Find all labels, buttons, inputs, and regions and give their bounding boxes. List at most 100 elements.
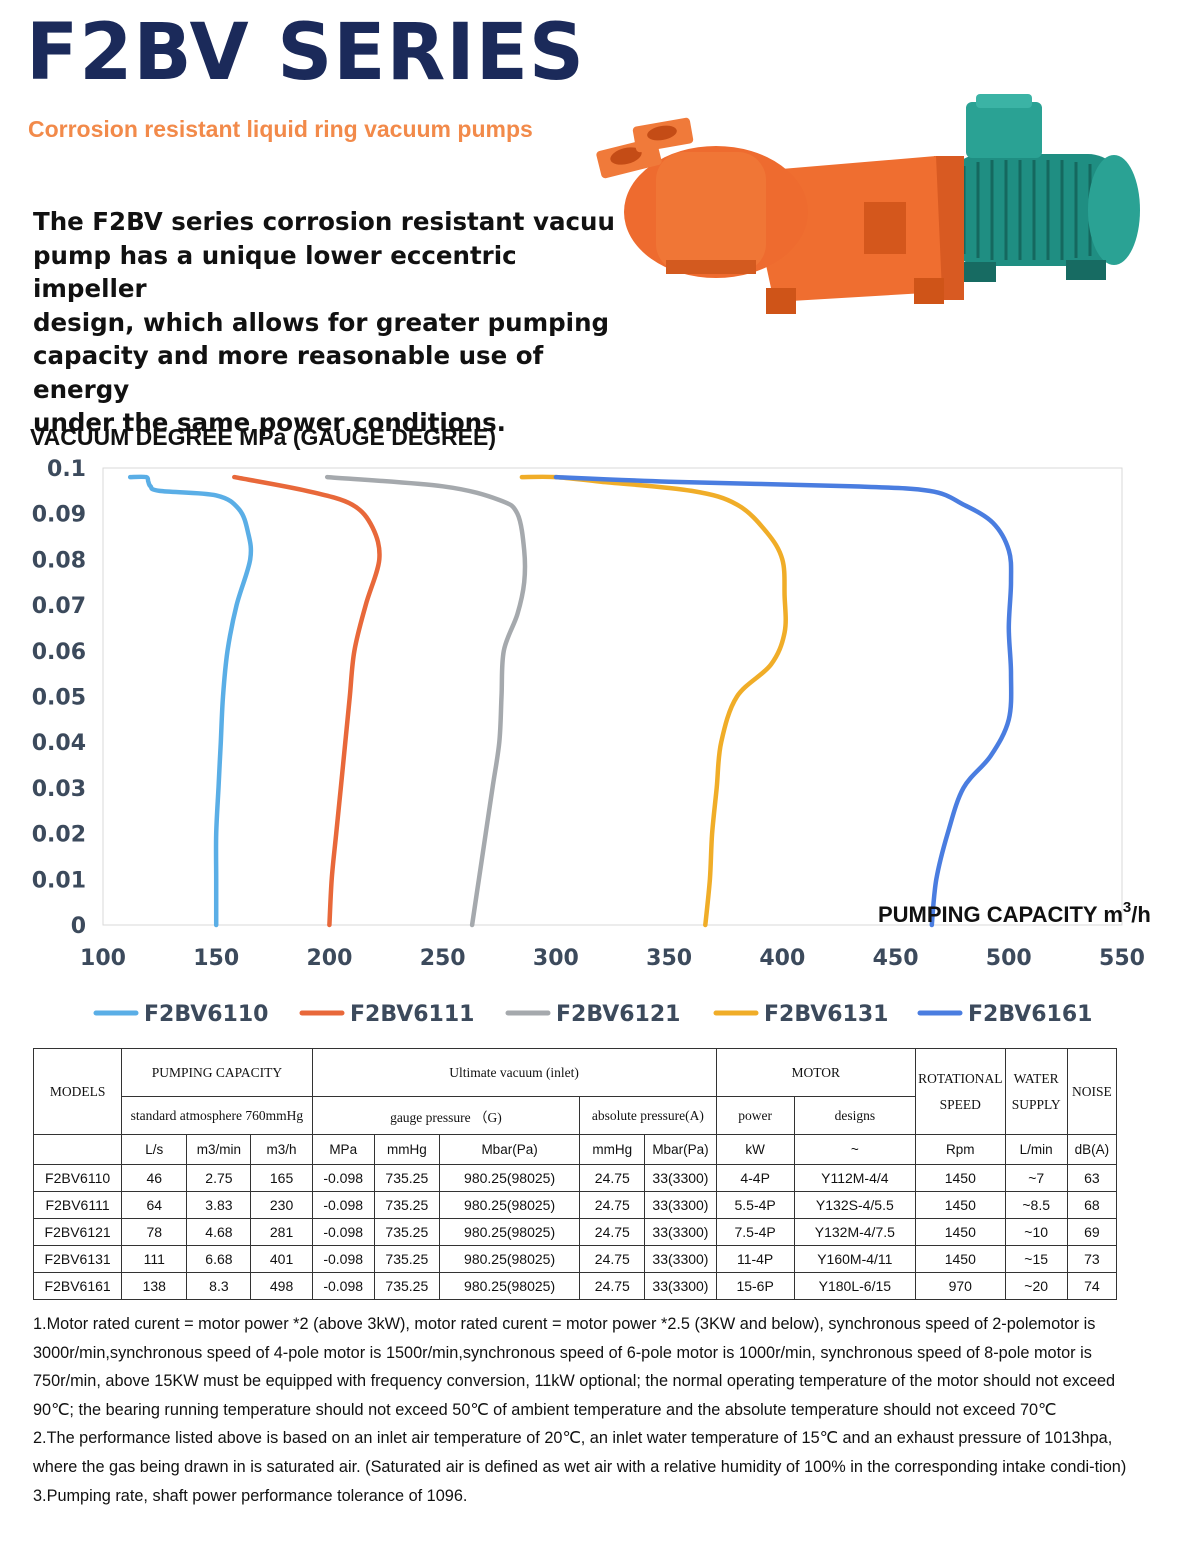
legend-item: F2BV6131 xyxy=(713,1002,888,1027)
table-cell: 73 xyxy=(1066,1245,1118,1273)
model-cell: F2BV6111 xyxy=(32,1191,123,1219)
unit-cell xyxy=(32,1134,123,1165)
y-tick-label: 0.04 xyxy=(32,731,86,756)
legend-item: F2BV6161 xyxy=(917,1002,1092,1027)
header-standard-atmosphere: standard atmosphere 760mmHg xyxy=(121,1096,313,1135)
table-cell: Y160M-4/11 xyxy=(793,1245,916,1273)
chart-canvas: VACUUM DEGREE MPa (GAUGE DEGREE) 0 0.01 0.… xyxy=(30,424,1151,1027)
intro-line: pump has a unique lower eccentric impell… xyxy=(33,240,517,304)
table-cell: 24.75 xyxy=(579,1245,646,1273)
table-row: F2BV6121 78 4.68 281 -0.098 735.25 980.25(9802… xyxy=(32,1218,1118,1246)
table-cell: ~7 xyxy=(1004,1164,1068,1192)
table-cell: 735.25 xyxy=(373,1191,440,1219)
intro-line: capacity and more reasonable use of ener… xyxy=(33,341,544,404)
unit-cell: m3/min xyxy=(186,1134,252,1165)
model-cell: F2BV6161 xyxy=(32,1272,123,1300)
y-tick-label: 0.09 xyxy=(32,503,86,528)
table-cell: 8.3 xyxy=(186,1272,252,1300)
table-cell: 78 xyxy=(121,1218,188,1246)
motor-fan-cover xyxy=(1088,155,1140,265)
unit-cell: mmHg xyxy=(373,1134,440,1165)
header-absolute-pressure: absolute pressure(A) xyxy=(579,1096,717,1135)
legend-item: F2BV6110 xyxy=(93,1002,268,1027)
table-cell: -0.098 xyxy=(311,1272,375,1300)
table-cell: 15-6P xyxy=(715,1272,795,1300)
table-cell: 11-4P xyxy=(715,1245,795,1273)
table-cell: 74 xyxy=(1066,1272,1118,1300)
plot-border xyxy=(102,467,1123,926)
table-cell: 281 xyxy=(250,1218,313,1246)
table-cell: -0.098 xyxy=(311,1218,375,1246)
unit-cell: L/s xyxy=(121,1134,188,1165)
header-water-line1: WATER xyxy=(1013,1070,1059,1086)
table-cell: 3.83 xyxy=(186,1191,252,1219)
unit-cell: m3/h xyxy=(250,1134,313,1165)
y-tick-label: 0.05 xyxy=(32,686,86,711)
header-gauge-pressure: gauge pressure （G) xyxy=(311,1096,581,1135)
x-tick-label: 550 xyxy=(1099,946,1145,971)
table-cell: 1450 xyxy=(914,1245,1006,1273)
x-tick-label: 200 xyxy=(306,946,352,971)
table-cell: 980.25(98025) xyxy=(438,1218,581,1246)
table-cell: 24.75 xyxy=(579,1218,646,1246)
intro-line: The F2BV series corrosion resistant vacu… xyxy=(33,207,615,236)
legend-label: F2BV6110 xyxy=(144,1002,268,1027)
header-ultimate-vacuum: Ultimate vacuum (inlet) xyxy=(311,1048,717,1097)
table-cell: 6.68 xyxy=(186,1245,252,1273)
table-cell: 33(3300) xyxy=(644,1164,717,1192)
units-row: L/s m3/min m3/h MPa mmHg Mbar(Pa) mmHg M… xyxy=(32,1134,1118,1165)
model-cell: F2BV6131 xyxy=(32,1245,123,1273)
x-tick-label: 500 xyxy=(986,946,1032,971)
series-line-f2bv6161 xyxy=(553,474,1014,928)
spec-table: MODELS PUMPING CAPACITY Ultimate vacuum … xyxy=(32,1048,1118,1300)
table-cell: 111 xyxy=(121,1245,188,1273)
series-lines xyxy=(127,474,1014,928)
intro-line: design, which allows for greater pumping xyxy=(33,307,610,337)
table-cell: 980.25(98025) xyxy=(438,1245,581,1273)
table-cell: 970 xyxy=(914,1272,1006,1300)
table-cell: 735.25 xyxy=(373,1218,440,1246)
table-cell: -0.098 xyxy=(311,1191,375,1219)
x-tick-label: 150 xyxy=(193,946,239,971)
y-tick-label: 0.01 xyxy=(32,868,86,893)
x-tick-label: 450 xyxy=(873,946,919,971)
table-cell: 735.25 xyxy=(373,1245,440,1273)
plot-frame xyxy=(102,467,1123,926)
header-pumping-capacity: PUMPING CAPACITY xyxy=(121,1048,313,1097)
legend-label: F2BV6161 xyxy=(968,1002,1092,1027)
table-cell: 24.75 xyxy=(579,1191,646,1219)
legend-item: F2BV6121 xyxy=(505,1002,680,1027)
table-cell: 980.25(98025) xyxy=(438,1272,581,1300)
model-cell: F2BV6121 xyxy=(32,1218,123,1246)
table-cell: 4-4P xyxy=(715,1164,795,1192)
series-line-f2bv6111 xyxy=(232,474,382,928)
unit-cell: Rpm xyxy=(914,1134,1006,1165)
header-motor: MOTOR xyxy=(715,1048,916,1097)
table-row: F2BV6110 46 2.75 165 -0.098 735.25 980.25(9802… xyxy=(32,1164,1118,1192)
chart-title: VACUUM DEGREE MPa (GAUGE DEGREE) xyxy=(30,424,496,450)
table-cell: 69 xyxy=(1066,1218,1118,1246)
unit-cell: L/min xyxy=(1004,1134,1068,1165)
x-axis-label-tail: /h xyxy=(1131,902,1151,927)
intro-line: under the same power conditions. xyxy=(33,408,506,437)
x-tick-label: 250 xyxy=(420,946,466,971)
y-tick-label: 0.03 xyxy=(32,777,86,802)
x-axis-ticks: 100 150 200 250 300 350 400 450 500 550 xyxy=(80,946,1145,971)
x-tick-label: 350 xyxy=(646,946,692,971)
table-cell: -0.098 xyxy=(311,1164,375,1192)
table-cell: 33(3300) xyxy=(644,1245,717,1273)
table-cell: 1450 xyxy=(914,1191,1006,1219)
note-item: 1.Motor rated curent = motor power *2 (a… xyxy=(33,1315,1116,1419)
table-cell: 33(3300) xyxy=(644,1272,717,1300)
unit-cell: kW xyxy=(715,1134,795,1165)
unit-cell: Mbar(Pa) xyxy=(438,1134,581,1165)
table-cell: 33(3300) xyxy=(644,1218,717,1246)
table-cell: 4.68 xyxy=(186,1218,252,1246)
unit-cell: Mbar(Pa) xyxy=(644,1134,717,1165)
unit-cell: ~ xyxy=(793,1134,916,1165)
table-body: F2BV6110 46 2.75 165 -0.098 735.25 980.25(9802… xyxy=(32,1164,1118,1300)
table-cell: 980.25(98025) xyxy=(438,1164,581,1192)
unit-cell: mmHg xyxy=(579,1134,646,1165)
table-cell: 735.25 xyxy=(373,1272,440,1300)
x-axis-label-text: PUMPING CAPACITY m xyxy=(878,902,1123,927)
